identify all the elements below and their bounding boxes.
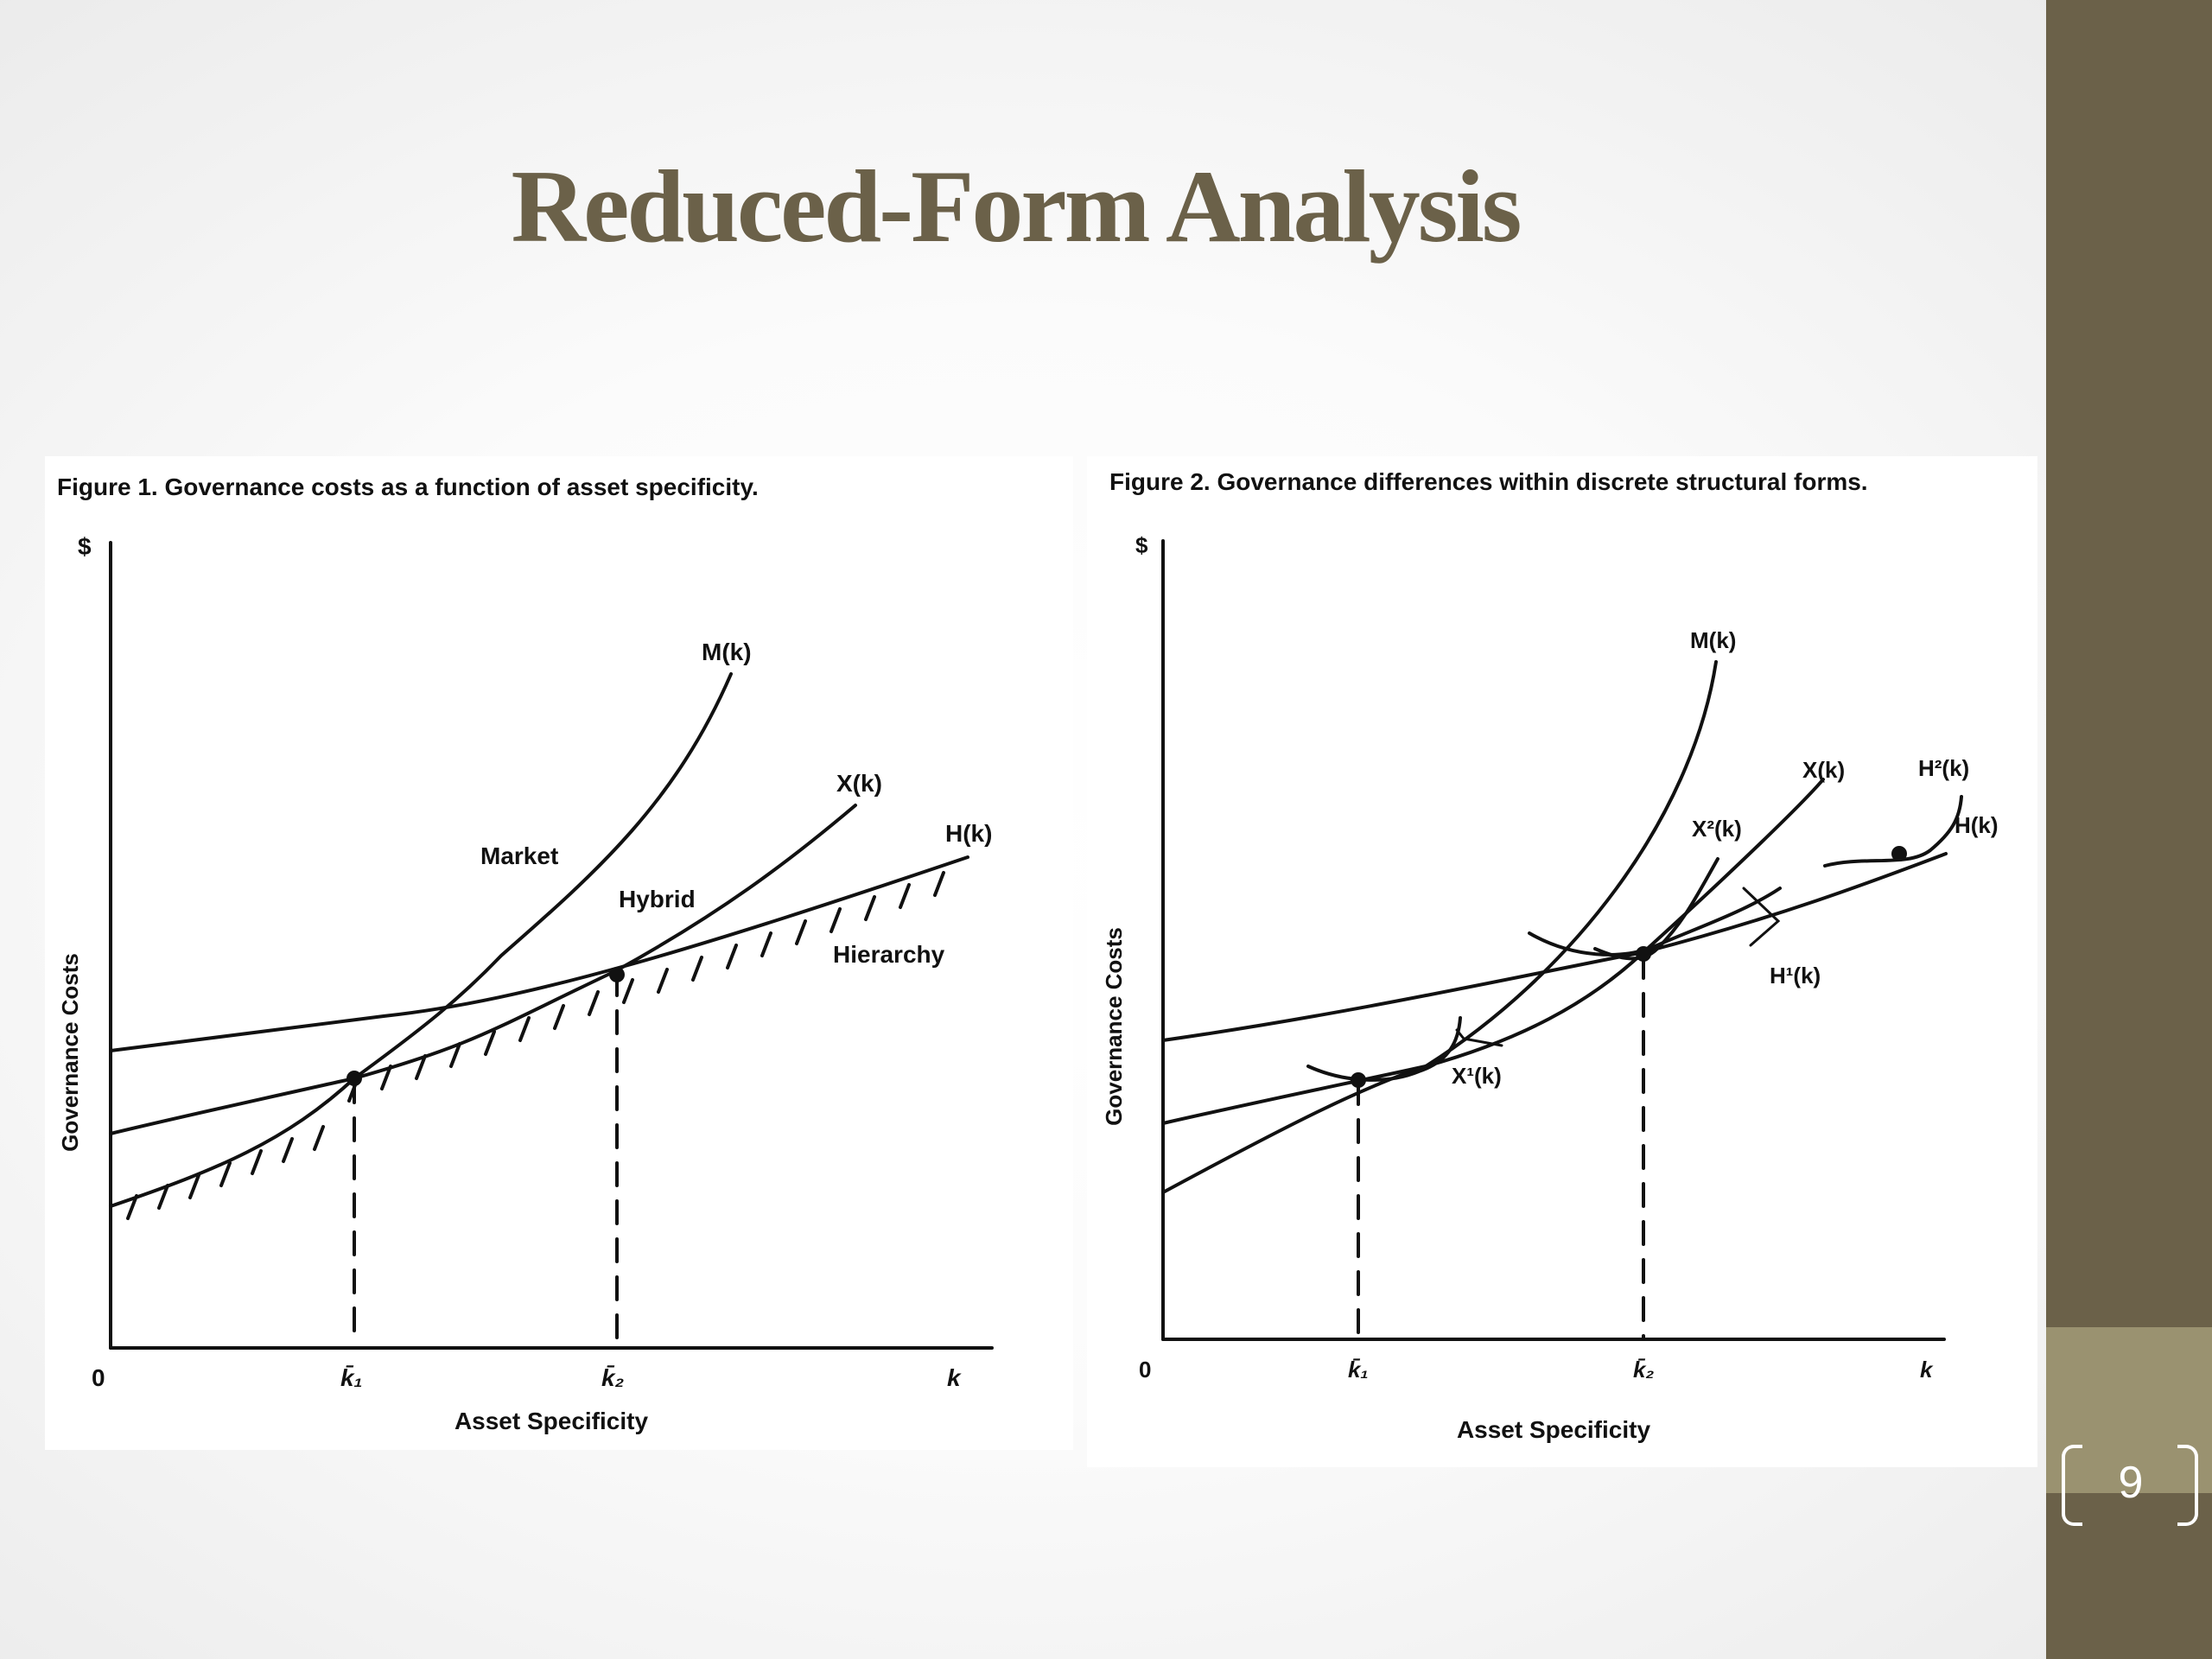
fig2-line-H	[1161, 852, 1948, 1042]
fig2-line-M	[1161, 660, 1718, 1194]
fig1-x-origin: 0	[92, 1364, 105, 1391]
fig1-ylabel: Governance Costs	[57, 953, 83, 1152]
fig2-line-H2	[1823, 795, 1963, 868]
fig1-point-k1	[346, 1071, 362, 1086]
fig1-y-unit: $	[78, 533, 92, 560]
fig2-point-k1	[1351, 1072, 1366, 1088]
fig2-line-X2	[1593, 857, 1719, 961]
page-bracket-left	[2062, 1445, 2082, 1526]
fig2-pointer-X1	[1455, 1028, 1503, 1047]
figure-2-caption: Figure 2. Governance differences within …	[1109, 468, 1868, 495]
figure-1: Figure 1. Governance costs as a function…	[45, 456, 1073, 1450]
fig2-xlabel: Asset Specificity	[1457, 1416, 1651, 1443]
fig2-label-H1: H¹(k)	[1770, 963, 1821, 988]
fig1-hatching	[126, 871, 945, 1220]
fig1-line-M	[109, 672, 733, 1208]
fig2-ylabel: Governance Costs	[1101, 927, 1127, 1126]
fig2-label-X1: X¹(k)	[1452, 1063, 1502, 1089]
fig1-line-X	[109, 804, 857, 1135]
fig2-pointer-H1	[1742, 887, 1781, 947]
figure-1-caption: Figure 1. Governance costs as a function…	[57, 474, 759, 500]
figure-1-chart: $ Governance Costs Asset Specificity 0 k…	[57, 533, 994, 1434]
fig1-x-k2: k̄₂	[601, 1364, 624, 1391]
fig2-label-H: H(k)	[1955, 812, 1999, 838]
fig1-label-H: H(k)	[945, 820, 992, 847]
slide-title: Reduced-Form Analysis	[511, 149, 1522, 264]
fig2-x-origin: 0	[1139, 1357, 1151, 1382]
fig2-x-k2: k̄₂	[1633, 1357, 1654, 1382]
fig1-x-end: k	[947, 1364, 962, 1391]
page-bracket-right	[2177, 1445, 2198, 1526]
fig1-point-k2	[609, 967, 625, 982]
fig1-region-hybrid: Hybrid	[619, 886, 696, 912]
sidebar-band	[2046, 1327, 2212, 1493]
fig1-xlabel: Asset Specificity	[454, 1408, 649, 1434]
fig1-region-hierarchy: Hierarchy	[833, 941, 945, 968]
fig2-x-k1: k̄₁	[1348, 1357, 1369, 1382]
fig2-y-unit: $	[1135, 532, 1148, 558]
fig2-label-X2: X²(k)	[1692, 816, 1742, 842]
fig1-line-H	[109, 855, 969, 1052]
fig2-label-M: M(k)	[1690, 627, 1736, 653]
fig1-region-market: Market	[480, 842, 558, 869]
fig2-point-k2	[1636, 946, 1651, 962]
fig2-label-H2: H²(k)	[1918, 755, 1969, 781]
fig2-line-H1	[1528, 887, 1782, 957]
figure-2: Figure 2. Governance differences within …	[1087, 456, 2037, 1467]
fig2-x-end: k	[1920, 1357, 1934, 1382]
figure-2-chart: $ Governance Costs Asset Specificity 0 k…	[1101, 532, 1999, 1443]
page-number: 9	[2118, 1458, 2144, 1508]
fig2-line-X1	[1306, 1016, 1462, 1082]
fig1-x-k1: k̄₁	[340, 1364, 362, 1391]
fig2-point-h2	[1891, 846, 1907, 861]
fig1-label-X: X(k)	[836, 770, 882, 797]
fig1-label-M: M(k)	[702, 639, 752, 665]
fig2-label-X: X(k)	[1802, 757, 1845, 783]
fig2-line-X	[1161, 778, 1825, 1125]
